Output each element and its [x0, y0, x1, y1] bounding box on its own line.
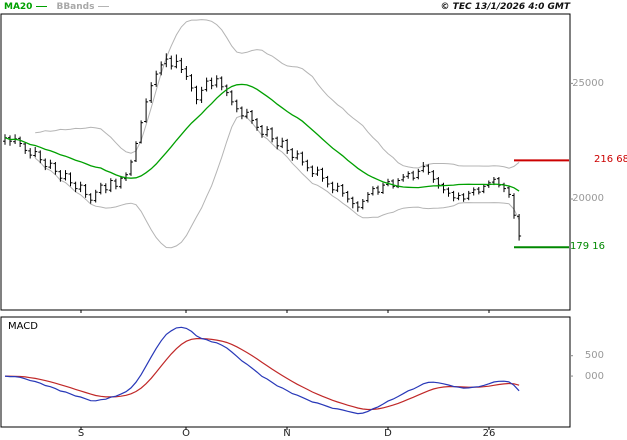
macd-panel-border: [0, 316, 571, 428]
x-axis-label-nov: N: [283, 428, 291, 439]
ma20-line: [4, 83, 520, 192]
bollinger-upper-line: [35, 19, 520, 169]
support-level-label: 179 16: [570, 241, 605, 252]
x-axis-label-sep: S: [77, 428, 85, 439]
legend-item-bbands: BBands: [47, 2, 110, 12]
bbands-line-swatch: [98, 6, 110, 7]
macd-axis-label-000: 000: [584, 371, 604, 382]
price-axis-label-20000: 20000: [572, 193, 604, 204]
price-axis-label-25000: 25000: [572, 78, 604, 89]
x-axis-label-oct: O: [182, 428, 190, 439]
price-panel-border: [0, 13, 571, 311]
legend: MA20 BBands: [4, 2, 110, 12]
x-axis-label-dec: D: [384, 428, 392, 439]
macd-panel-title: MACD: [8, 321, 38, 332]
copyright-text: © TEC 13/1/2026 4:0 GMT: [440, 2, 570, 12]
macd-axis-label-500: 500: [584, 350, 604, 361]
ohlc-series: [3, 53, 522, 241]
ma20-line-swatch: [36, 6, 48, 7]
legend-item-ma20: MA20: [4, 2, 48, 12]
legend-ma20-label: MA20: [4, 2, 33, 12]
macd-signal-line: [4, 338, 520, 411]
legend-bbands-label: BBands: [56, 2, 95, 12]
macd-line: [4, 326, 520, 415]
x-axis-label-26: 26: [482, 428, 496, 439]
resistance-level-label: 216 68: [594, 154, 627, 165]
